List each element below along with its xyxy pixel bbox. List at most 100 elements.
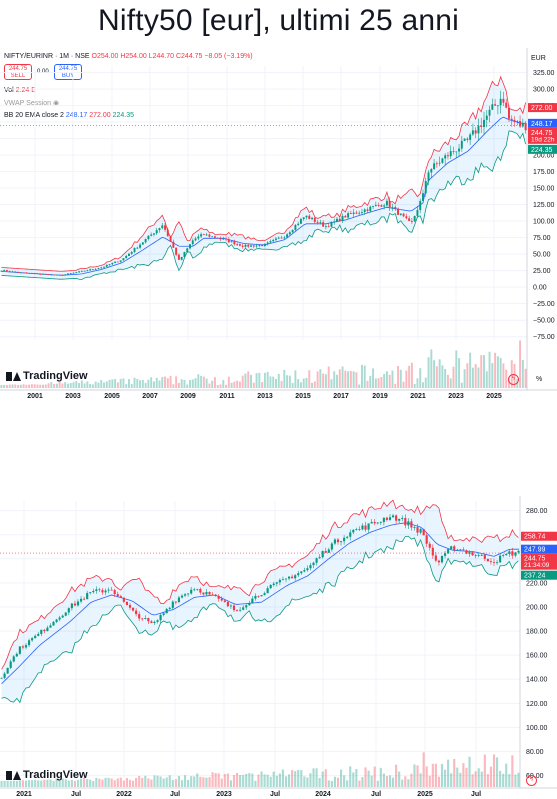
candle-body [159,614,162,621]
candle-body [53,274,56,276]
bb-lower-value: 224.35 [112,112,135,119]
tradingview-logo-top[interactable]: TradingView [6,370,88,382]
chart-5-years[interactable]: 280.00260.00240.00220.00200.00180.00160.… [0,496,557,799]
volume-bar [159,776,162,787]
chart-25-years[interactable]: 325.00300.00275.00250.00225.00200.00175.… [0,48,557,400]
volume-bar [220,778,223,787]
volume-bar [119,777,122,787]
bb-indicator[interactable]: BB 20 EMA close 2 248.17 272.00 224.35 [4,112,134,119]
volume-bar [312,768,315,787]
candle-body [52,621,55,626]
axis-button-percent[interactable]: % [536,376,543,383]
volume-bar [242,775,245,787]
volume-bar [47,383,50,388]
candle-body [327,226,330,228]
candle-body [183,252,186,257]
volume-bar [80,380,83,388]
volume-bar [367,770,370,787]
price-label-value: 244.75 [531,130,553,137]
candle-body [104,590,107,593]
countdown-label: 21:34:09 [524,562,550,569]
x-tick-label: 2023 [216,791,232,798]
volume-bar [343,775,346,787]
candle-body [349,532,352,537]
volume-bar [186,384,189,388]
candle-body [186,248,189,253]
candle-body [308,215,311,220]
volume-bar [241,375,244,388]
volume-bar [114,379,117,388]
candle-body [266,242,269,244]
volume-bar [358,780,361,787]
candle-body [50,274,53,276]
price-label-bg [528,103,557,113]
candle-body [122,597,125,602]
candle-body [338,218,341,222]
volume-bar [377,378,380,388]
volume-bar [369,375,372,388]
volume-bar [456,767,459,787]
volume-bar [3,780,6,787]
tradingview-logo-bottom[interactable]: TradingView [6,769,88,781]
candle-body [380,205,383,207]
candle-body [361,525,364,530]
buy-button[interactable]: 244.75 BUY [54,64,82,80]
candle-body [177,254,180,260]
volume-bar [28,384,31,388]
volume-bar [244,373,247,388]
sell-button[interactable]: 244.75 SELL [4,64,32,80]
candle-body [247,244,250,247]
symbol-name[interactable]: NIFTY/EURINR · 1M · NSE [4,53,90,60]
candle-body [158,228,161,231]
volume-bar [31,780,34,787]
volume-bar [263,372,266,388]
volume-bar [391,777,395,787]
volume-bar [269,376,272,388]
candle-body [324,551,327,553]
volume-bar [284,776,288,787]
volume-bar [111,379,114,388]
lightning-icon-bottom[interactable]: ϟ [526,775,537,786]
volume-indicator[interactable]: Vol 2.24 B [4,87,36,94]
candle-body [34,635,37,639]
candle-body [101,590,104,593]
volume-bar [152,381,155,388]
vwap-indicator[interactable]: VWAP Session ◉ [4,99,59,107]
candle-body [139,244,142,248]
candle-body [208,591,211,595]
volume-bar [294,771,297,787]
volume-bar [327,780,330,787]
candle-body [239,609,242,611]
volume-bar [135,777,138,787]
candle-body [416,210,419,216]
volume-bar [491,363,494,388]
candle-body [291,576,294,579]
volume-bar [232,775,236,787]
candle-body [161,225,164,229]
candle-body [462,549,465,551]
candle-body [49,625,52,628]
volume-bar [401,779,404,787]
x-tick-label: 2022 [116,791,132,798]
eye-icon[interactable]: ◉ [53,100,60,107]
candle-body [388,517,392,520]
y-tick-label: 100.00 [533,219,555,226]
price-label-bg [521,531,557,541]
candle-body [424,181,427,194]
volume-bar [287,774,291,787]
volume-bar [422,752,425,787]
axis-buttons[interactable]: % [536,376,542,383]
lightning-icon[interactable]: ϟ [508,374,519,385]
candle-body [128,604,132,608]
volume-bar [116,382,119,388]
volume-bar [108,379,111,388]
volume-bar [324,374,327,388]
volume-bar [459,772,462,787]
volume-bar [324,769,327,787]
candle-body [349,213,352,214]
volume-bar [239,775,242,787]
volume-bar [183,775,187,787]
candle-body [367,523,370,530]
volume-bar [144,775,147,787]
candle-body [431,547,434,556]
